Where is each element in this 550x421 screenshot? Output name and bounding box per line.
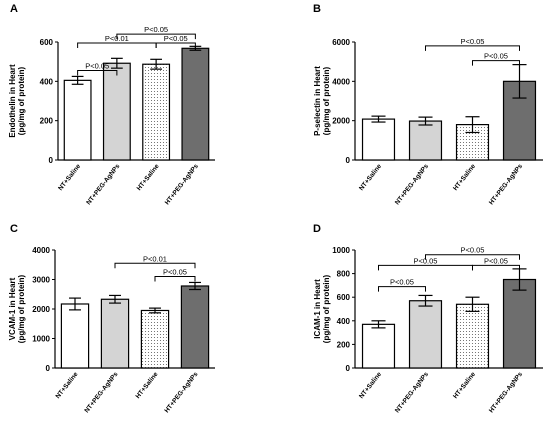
significance-bracket [378,264,473,271]
significance-bracket [116,33,196,40]
category-label: NT+Saline [57,163,82,193]
y-axis-title: ICAM-1 in Heart(pg/mg of protein) [313,274,331,343]
category-label: NT+PEG-AgNPs [83,371,119,415]
y-tick-label: 4000 [332,77,350,86]
panel-c: C VCAM-1 in Heart(pg/mg of protein) 0 1000 2… [8,223,215,414]
significance-bracket [425,45,520,51]
y-axis-title: VCAM-1 in Heart(pg/mg of protein) [8,274,26,343]
y-axis-title-line: (pg/mg of protein) [322,66,331,135]
bar [455,303,490,369]
significance-label: P<0.01 [143,254,167,263]
significance-label: P<0.05 [484,52,508,61]
bar [408,300,443,369]
y-tick-label: 0 [346,156,351,165]
y-tick-label: 6000 [332,38,350,47]
y-axis-title: Endothelin in Heart(pg/mg of protein) [8,64,26,138]
significance-bracket [114,262,196,269]
panel-letter: B [313,3,321,15]
panel-d: D ICAM-1 in Heart(pg/mg of protein) 0 200 40… [313,223,543,414]
bar [63,79,92,161]
y-axis-title-line: (pg/mg of protein) [322,274,331,343]
bar [502,278,537,369]
panel-letter: A [10,3,18,15]
significance-bracket [378,286,426,292]
bar [361,118,396,161]
y-tick-label: 600 [40,38,54,47]
significance-bracket [425,254,520,260]
bar [361,323,396,369]
category-label: HT+Saline [452,163,477,193]
category-label: NT+Saline [358,163,383,193]
category-label: NT+PEG-AgNPs [85,163,121,207]
y-axis-title-line: VCAM-1 in Heart [8,277,17,340]
significance-label: P<0.05 [163,268,187,277]
bar [60,303,90,369]
significance-label: P<0.05 [461,246,485,255]
y-tick-label: 3000 [32,276,50,285]
y-tick-label: 200 [40,117,54,126]
significance-bracket [77,70,118,76]
significance-label: P<0.05 [414,256,438,265]
y-tick-label: 1000 [32,335,50,344]
category-label: HT+Saline [135,371,160,401]
category-label: HT+Saline [452,371,477,401]
y-tick-label: 0 [49,156,54,165]
bar [180,285,210,369]
category-label: NT+PEG-AgNPs [394,371,430,415]
category-label: HT+PEG-AgNPs [488,163,524,207]
y-tick-label: 800 [337,270,351,279]
y-axis-title-line: Endothelin in Heart [8,64,17,138]
y-tick-label: 0 [46,364,51,373]
significance-label: P<0.05 [461,37,485,46]
bar [140,309,170,369]
category-label: HT+PEG-AgNPs [164,163,200,207]
panel-letter: C [10,223,18,235]
y-tick-label: 2000 [32,305,50,314]
bar [102,62,131,161]
panel-a: A Endothelin in Heart(pg/mg of protein) 0 2… [8,3,215,206]
y-tick-label: 400 [337,317,351,326]
y-tick-label: 4000 [32,246,50,255]
significance-label: P<0.05 [164,34,188,43]
y-tick-label: 200 [337,340,351,349]
y-axis-title-line: ICAM-1 in Heart [313,279,322,339]
significance-bracket [155,42,196,48]
significance-bracket [472,264,520,271]
y-tick-label: 600 [337,293,351,302]
y-axis-title-line: (pg/mg of protein) [17,274,26,343]
bar [142,63,171,161]
y-tick-label: 2000 [332,117,350,126]
category-label: HT+PEG-AgNPs [488,371,524,415]
bar [408,120,443,161]
category-label: NT+PEG-AgNPs [394,163,430,207]
significance-label: P<0.05 [144,25,168,34]
category-label: NT+Saline [358,371,383,401]
significance-label: P<0.05 [484,256,508,265]
significance-bracket [77,42,157,48]
y-axis-title-line: P-selectin in Heart [313,66,322,136]
category-label: HT+Saline [136,163,161,193]
significance-label: P<0.05 [390,278,414,287]
significance-bracket [472,60,520,66]
bar [181,47,210,161]
panel-b: B P-selectin in Heart(pg/mg of protein) 0 2… [313,3,543,206]
y-axis-title-line: (pg/mg of protein) [17,66,26,135]
y-tick-label: 1000 [332,246,350,255]
y-tick-label: 400 [40,77,54,86]
significance-bracket [154,276,196,282]
category-label: HT+PEG-AgNPs [163,371,199,415]
panel-letter: D [313,223,321,235]
y-axis-title: P-selectin in Heart(pg/mg of protein) [313,66,331,136]
bar [100,298,130,369]
significance-label: P<0.05 [85,62,109,71]
category-label: NT+Saline [55,371,80,401]
y-tick-label: 0 [346,364,351,373]
